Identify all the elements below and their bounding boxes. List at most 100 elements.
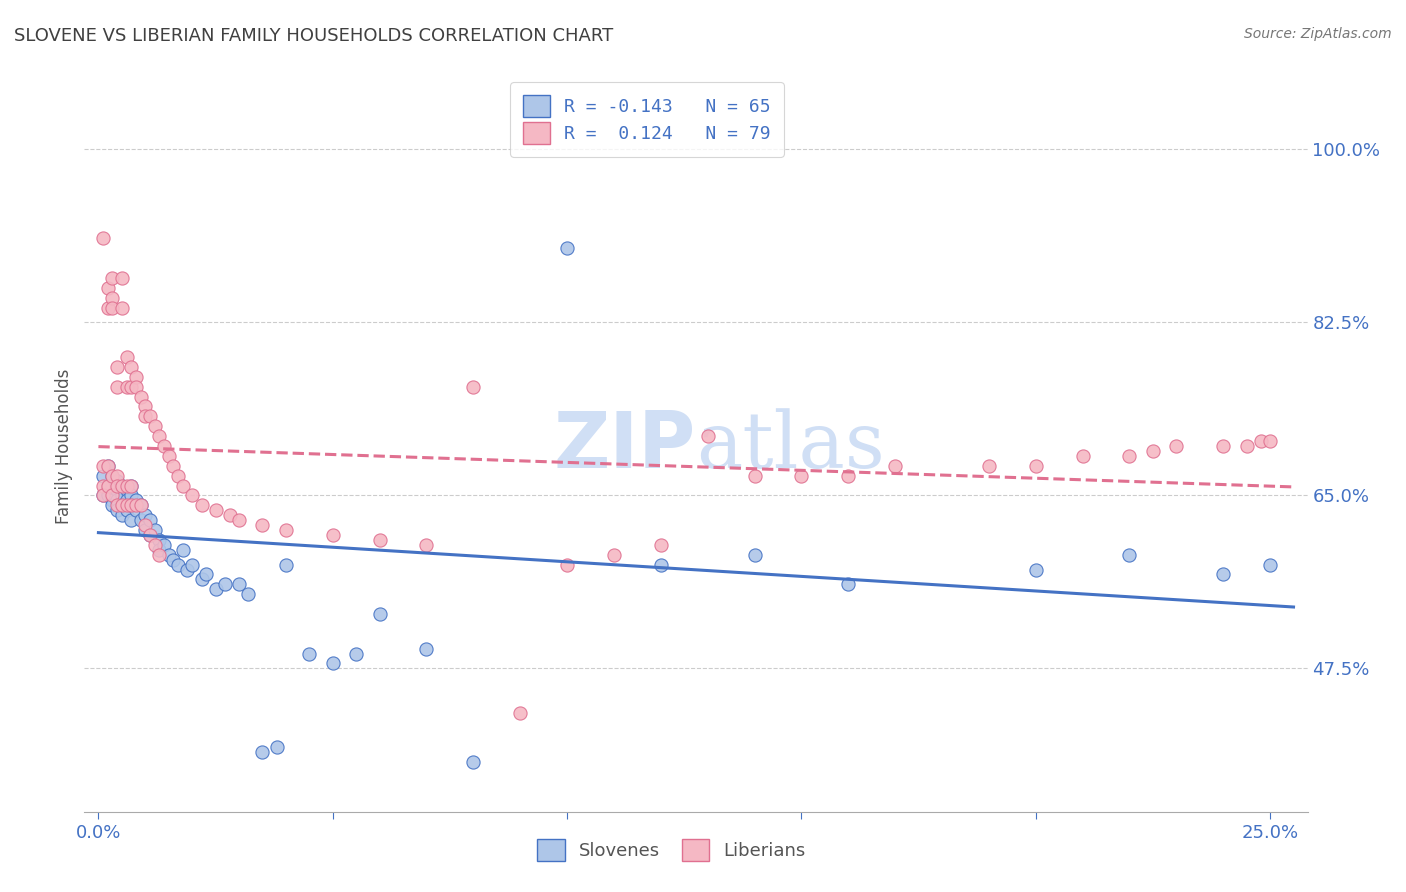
Point: [415, 538, 437, 552]
Point: [139, 528, 162, 542]
Point: [101, 301, 124, 315]
Point: [97, 478, 120, 492]
Point: [139, 409, 162, 424]
Point: [148, 542, 170, 557]
Point: [111, 478, 134, 492]
Point: [252, 746, 274, 760]
Point: [111, 508, 134, 523]
Point: [120, 478, 142, 492]
Point: [368, 607, 391, 621]
Point: [167, 468, 190, 483]
Point: [790, 468, 813, 483]
Point: [125, 498, 148, 512]
Point: [1142, 444, 1164, 458]
Text: ZIP: ZIP: [554, 408, 696, 484]
Point: [204, 503, 226, 517]
Point: [1025, 563, 1047, 577]
Point: [650, 538, 672, 552]
Text: SLOVENE VS LIBERIAN FAMILY HOUSEHOLDS CORRELATION CHART: SLOVENE VS LIBERIAN FAMILY HOUSEHOLDS CO…: [14, 27, 613, 45]
Point: [555, 558, 578, 572]
Point: [1166, 439, 1188, 453]
Point: [120, 478, 142, 492]
Point: [837, 468, 859, 483]
Point: [1258, 558, 1281, 572]
Point: [101, 468, 124, 483]
Point: [162, 458, 184, 473]
Point: [143, 538, 166, 552]
Point: [101, 468, 124, 483]
Point: [322, 657, 344, 671]
Point: [228, 513, 250, 527]
Point: [125, 493, 148, 508]
Point: [115, 503, 138, 517]
Point: [415, 641, 437, 656]
Point: [105, 380, 128, 394]
Point: [603, 548, 626, 562]
Point: [125, 503, 148, 517]
Point: [274, 558, 297, 572]
Legend: Slovenes, Liberians: Slovenes, Liberians: [530, 832, 813, 869]
Point: [129, 513, 152, 527]
Point: [252, 518, 274, 533]
Point: [153, 538, 176, 552]
Point: [139, 528, 162, 542]
Point: [125, 369, 148, 384]
Point: [101, 478, 124, 492]
Point: [111, 498, 134, 512]
Point: [148, 548, 170, 562]
Point: [322, 528, 344, 542]
Point: [101, 488, 124, 502]
Point: [1250, 434, 1272, 448]
Point: [1118, 449, 1140, 463]
Point: [120, 380, 142, 394]
Point: [101, 291, 124, 305]
Point: [650, 558, 672, 572]
Point: [101, 271, 124, 285]
Point: [1258, 434, 1281, 448]
Point: [129, 390, 152, 404]
Point: [115, 498, 138, 512]
Point: [298, 647, 321, 661]
Y-axis label: Family Households: Family Households: [55, 368, 73, 524]
Point: [105, 503, 128, 517]
Point: [744, 468, 766, 483]
Point: [111, 478, 134, 492]
Point: [120, 498, 142, 512]
Point: [91, 231, 114, 245]
Point: [129, 498, 152, 512]
Point: [97, 301, 120, 315]
Point: [115, 483, 138, 498]
Point: [91, 458, 114, 473]
Point: [1212, 567, 1234, 582]
Text: atlas: atlas: [696, 409, 884, 483]
Point: [153, 439, 176, 453]
Point: [172, 542, 194, 557]
Point: [1236, 439, 1258, 453]
Point: [134, 518, 156, 533]
Point: [120, 498, 142, 512]
Point: [696, 429, 718, 443]
Point: [148, 533, 170, 547]
Point: [134, 508, 156, 523]
Point: [274, 523, 297, 537]
Point: [463, 756, 485, 770]
Point: [105, 478, 128, 492]
Point: [167, 558, 190, 572]
Point: [204, 582, 226, 597]
Point: [105, 498, 128, 512]
Point: [111, 301, 134, 315]
Point: [111, 488, 134, 502]
Point: [1071, 449, 1094, 463]
Point: [129, 498, 152, 512]
Point: [97, 458, 120, 473]
Point: [101, 498, 124, 512]
Point: [134, 523, 156, 537]
Point: [97, 458, 120, 473]
Point: [266, 740, 288, 755]
Point: [111, 498, 134, 512]
Point: [181, 558, 204, 572]
Point: [837, 577, 859, 591]
Point: [143, 523, 166, 537]
Point: [115, 380, 138, 394]
Point: [977, 458, 1000, 473]
